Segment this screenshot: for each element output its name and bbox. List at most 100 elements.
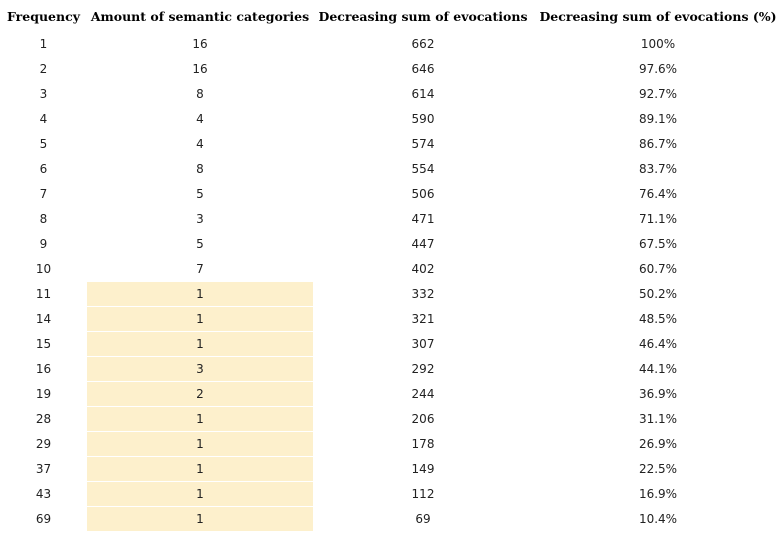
table-cell: 4 <box>87 107 313 132</box>
table-cell: 4 <box>0 107 87 132</box>
table-cell: 614 <box>313 82 533 107</box>
table-cell: 86.7% <box>533 132 783 157</box>
table-cell: 3 <box>87 357 313 382</box>
table-cell: 662 <box>313 32 533 57</box>
table-row: 19 2 244 36.9% <box>0 382 783 407</box>
table-cell: 149 <box>313 457 533 482</box>
table-cell: 48.5% <box>533 307 783 332</box>
table-cell: 14 <box>0 307 87 332</box>
table-cell: 332 <box>313 282 533 307</box>
table-cell: 16 <box>0 357 87 382</box>
table-cell: 1 <box>87 282 313 307</box>
table-cell: 1 <box>87 432 313 457</box>
table-cell: 646 <box>313 57 533 82</box>
table-cell: 9 <box>0 232 87 257</box>
table-cell: 28 <box>0 407 87 432</box>
table-cell: 19 <box>0 382 87 407</box>
table-cell: 1 <box>87 307 313 332</box>
table-cell: 31.1% <box>533 407 783 432</box>
table-cell: 10.4% <box>533 507 783 532</box>
table-cell: 46.4% <box>533 332 783 357</box>
column-header: Amount of semantic categories <box>90 8 310 24</box>
table-cell: 43 <box>0 482 87 507</box>
table-cell: 574 <box>313 132 533 157</box>
table-cell: 8 <box>0 207 87 232</box>
table-cell: 112 <box>313 482 533 507</box>
table-row: 37 1 149 22.5% <box>0 457 783 482</box>
table-cell: 16.9% <box>533 482 783 507</box>
table-row: 16 3 292 44.1% <box>0 357 783 382</box>
table-cell: 8 <box>87 157 313 182</box>
table-cell: 3 <box>0 82 87 107</box>
table-cell: 244 <box>313 382 533 407</box>
table-cell: 1 <box>87 332 313 357</box>
table-cell: 178 <box>313 432 533 457</box>
table-cell: 7 <box>0 182 87 207</box>
table-cell: 1 <box>87 457 313 482</box>
table-cell: 37 <box>0 457 87 482</box>
table-cell: 76.4% <box>533 182 783 207</box>
table-cell: 44.1% <box>533 357 783 382</box>
table-cell: 554 <box>313 157 533 182</box>
table-cell: 292 <box>313 357 533 382</box>
table-row: 7 5 506 76.4% <box>0 182 783 207</box>
table-cell: 5 <box>87 232 313 257</box>
table-cell: 71.1% <box>533 207 783 232</box>
table-cell: 22.5% <box>533 457 783 482</box>
table-cell: 402 <box>313 257 533 282</box>
table-cell: 8 <box>87 82 313 107</box>
table-cell: 100% <box>533 32 783 57</box>
table-row: 5 4 574 86.7% <box>0 132 783 157</box>
table-cell: 92.7% <box>533 82 783 107</box>
table-cell: 3 <box>87 207 313 232</box>
table-cell: 5 <box>87 182 313 207</box>
table-cell: 2 <box>0 57 87 82</box>
table-row: 11 1 332 50.2% <box>0 282 783 307</box>
table-cell: 29 <box>0 432 87 457</box>
table-row: 15 1 307 46.4% <box>0 332 783 357</box>
table-cell: 60.7% <box>533 257 783 282</box>
table-cell: 26.9% <box>533 432 783 457</box>
table-body: 1 16 662 100% 2 16 646 97.6% 3 8 614 92.7% 4 4 590 89.1… <box>0 32 783 532</box>
table-cell: 50.2% <box>533 282 783 307</box>
table-cell: 447 <box>313 232 533 257</box>
table-row: 6 8 554 83.7% <box>0 157 783 182</box>
table-cell: 83.7% <box>533 157 783 182</box>
table-cell: 97.6% <box>533 57 783 82</box>
table-cell: 69 <box>0 507 87 532</box>
column-header: Frequency <box>7 8 80 24</box>
table-cell: 6 <box>0 157 87 182</box>
table-row: 28 1 206 31.1% <box>0 407 783 432</box>
table-row: 1 16 662 100% <box>0 32 783 57</box>
table-cell: 89.1% <box>533 107 783 132</box>
table-row: 9 5 447 67.5% <box>0 232 783 257</box>
table-row: 10 7 402 60.7% <box>0 257 783 282</box>
table-row: 43 1 112 16.9% <box>0 482 783 507</box>
column-header: Decreasing sum of evocations <box>318 8 528 24</box>
table-cell: 321 <box>313 307 533 332</box>
table-cell: 7 <box>87 257 313 282</box>
table-cell: 590 <box>313 107 533 132</box>
table-row: 4 4 590 89.1% <box>0 107 783 132</box>
table-cell: 1 <box>0 32 87 57</box>
table-cell: 1 <box>87 407 313 432</box>
table-cell: 36.9% <box>533 382 783 407</box>
table-cell: 206 <box>313 407 533 432</box>
table-cell: 67.5% <box>533 232 783 257</box>
table-cell: 15 <box>0 332 87 357</box>
table-cell: 16 <box>87 32 313 57</box>
column-header: Decreasing sum of evocations (%) <box>539 8 777 24</box>
table-cell: 4 <box>87 132 313 157</box>
table-row: 2 16 646 97.6% <box>0 57 783 82</box>
table-cell: 1 <box>87 507 313 532</box>
header-row: Frequency Amount of semantic categories De… <box>0 0 783 32</box>
table-cell: 506 <box>313 182 533 207</box>
table-row: 3 8 614 92.7% <box>0 82 783 107</box>
table-row: 8 3 471 71.1% <box>0 207 783 232</box>
table-cell: 10 <box>0 257 87 282</box>
table-row: 14 1 321 48.5% <box>0 307 783 332</box>
table-cell: 307 <box>313 332 533 357</box>
table-cell: 69 <box>313 507 533 532</box>
